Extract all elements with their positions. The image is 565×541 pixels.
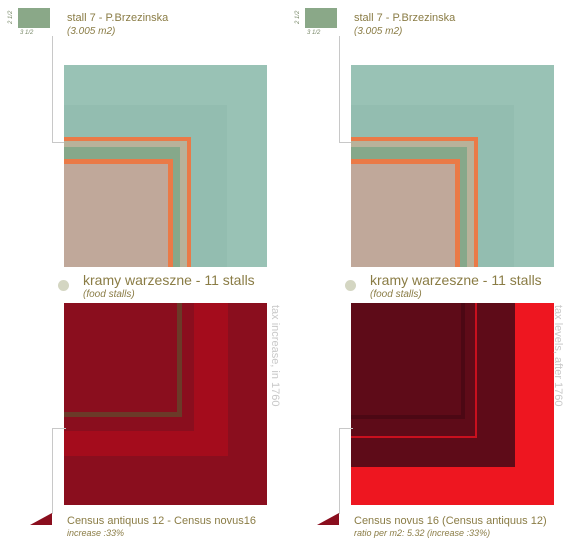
tax-core [64, 303, 177, 412]
group-subtitle: (food stalls) [83, 289, 135, 300]
stall-diagram [351, 65, 554, 267]
stall-dim-height: 2 1/2 [8, 10, 14, 24]
leader-line-bottom [52, 428, 53, 514]
leader-line-top [339, 36, 340, 142]
increase-wedge [30, 513, 52, 525]
stall-title: stall 7 - P.Brzezinska [354, 12, 456, 24]
group-subtitle: (food stalls) [370, 289, 422, 300]
census-subtitle: increase :33% [67, 528, 125, 538]
stall-area: (3.005 m2) [67, 26, 116, 37]
increase-wedge [317, 513, 339, 525]
leader-line-top [52, 36, 53, 142]
stall-diagram [64, 65, 267, 267]
stall-dim-width: 3 1/2 [20, 30, 34, 36]
group-dot [58, 280, 69, 291]
panel-left: 2 1/2 3 1/2 stall 7 - P.Brzezinska (3.00… [0, 0, 282, 541]
stall-dim-height: 2 1/2 [295, 10, 301, 24]
stall-core [351, 164, 455, 267]
leader-line-bottom-h [52, 428, 66, 429]
panel-right: 2 1/2 3 1/2 stall 7 - P.Brzezinska (3.00… [287, 0, 565, 541]
tax-diagram [351, 303, 554, 505]
census-subtitle: ratio per m2: 5.32 (increase :33%) [354, 528, 491, 538]
stall-core [64, 164, 168, 267]
census-title: Census antiquus 12 - Census novus16 [67, 515, 256, 527]
stall-title: stall 7 - P.Brzezinska [67, 12, 169, 24]
group-title: kramy warzeszne - 11 stalls [83, 272, 255, 288]
side-label: tax increase, in 1760 [269, 305, 281, 407]
tax-diagram [64, 303, 267, 505]
stall-swatch [305, 8, 337, 28]
leader-line-bottom [339, 428, 340, 514]
stall-dim-width: 3 1/2 [307, 30, 321, 36]
side-label: tax levels, after 1760 [552, 305, 564, 407]
census-title: Census novus 16 (Census antiquus 12) [354, 515, 547, 527]
stall-swatch [18, 8, 50, 28]
stall-area: (3.005 m2) [354, 26, 403, 37]
group-title: kramy warzeszne - 11 stalls [370, 272, 542, 288]
group-dot [345, 280, 356, 291]
leader-line-bottom-h [339, 428, 353, 429]
tax-core [351, 303, 461, 415]
leader-line-top-h [339, 142, 353, 143]
leader-line-top-h [52, 142, 66, 143]
